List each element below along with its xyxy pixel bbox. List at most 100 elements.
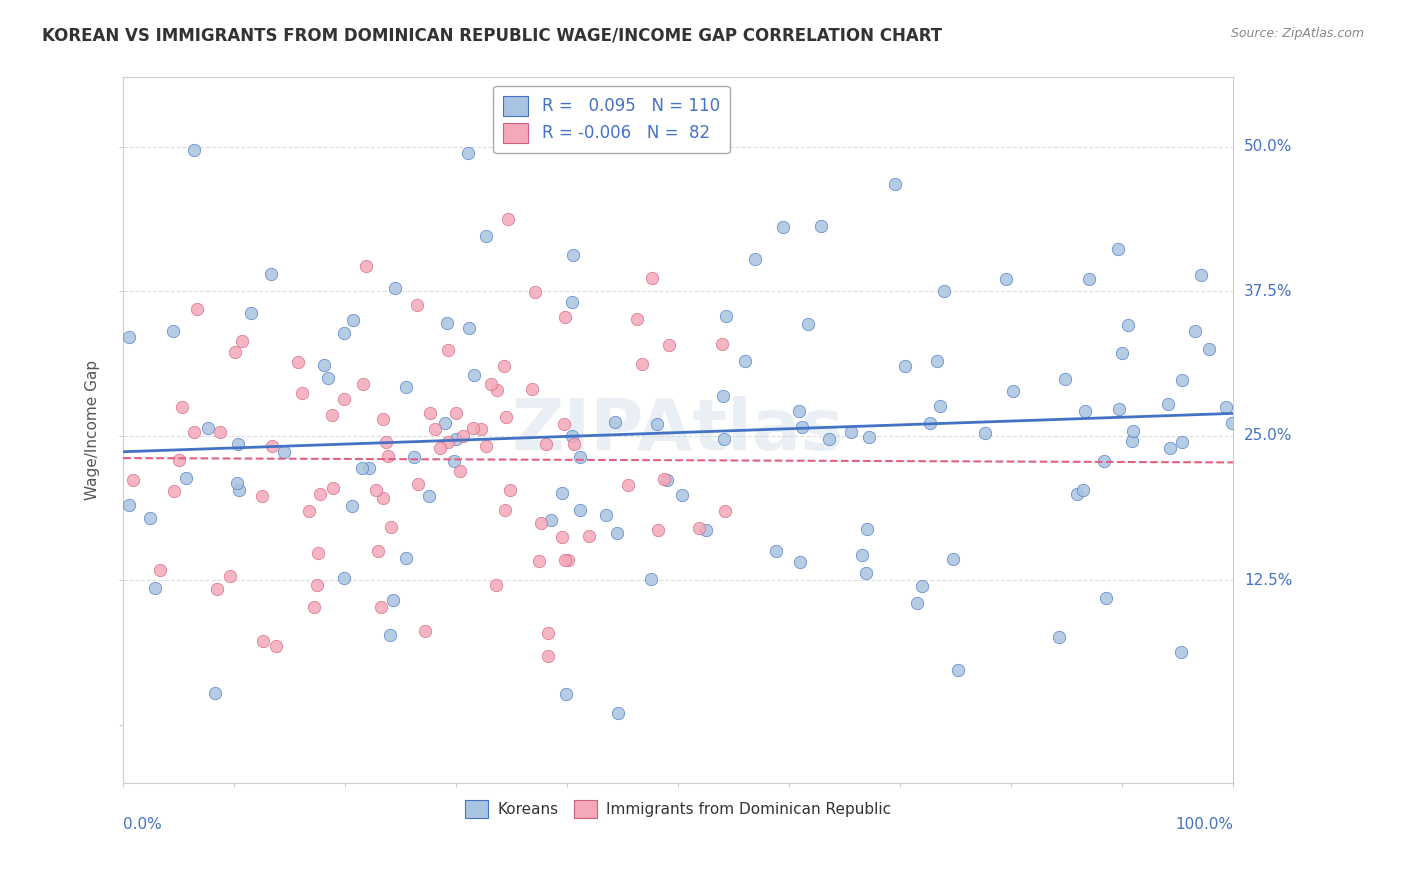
Point	[250, 489, 273, 503]
Point	[444, 406, 467, 420]
Text: 12.5%: 12.5%	[1244, 573, 1292, 588]
Point	[578, 528, 600, 542]
Text: KOREAN VS IMMIGRANTS FROM DOMINICAN REPUBLIC WAGE/INCOME GAP CORRELATION CHART: KOREAN VS IMMIGRANTS FROM DOMINICAN REPU…	[42, 27, 942, 45]
Point	[1116, 318, 1139, 333]
Point	[787, 404, 810, 418]
Point	[118, 498, 141, 512]
Point	[1002, 384, 1025, 399]
Point	[641, 271, 664, 285]
Point	[652, 472, 675, 486]
Point	[569, 450, 592, 465]
Point	[695, 523, 717, 537]
Point	[486, 383, 509, 397]
Point	[226, 475, 249, 490]
Point	[1159, 441, 1181, 455]
Point	[1095, 591, 1118, 606]
Point	[302, 600, 325, 615]
Point	[406, 477, 429, 491]
Point	[1189, 268, 1212, 282]
Point	[744, 252, 766, 266]
Point	[449, 464, 471, 478]
Point	[560, 294, 582, 309]
Y-axis label: Wage/Income Gap: Wage/Income Gap	[86, 360, 100, 500]
Point	[443, 454, 465, 468]
Point	[395, 380, 418, 394]
Point	[357, 461, 380, 475]
Point	[458, 320, 481, 334]
Point	[429, 441, 451, 455]
Point	[149, 563, 172, 577]
Point	[475, 229, 498, 244]
Point	[163, 483, 186, 498]
Point	[1122, 424, 1144, 438]
Point	[231, 334, 253, 348]
Point	[1047, 631, 1070, 645]
Text: Source: ZipAtlas.com: Source: ZipAtlas.com	[1230, 27, 1364, 40]
Point	[342, 312, 364, 326]
Point	[333, 326, 356, 340]
Point	[340, 499, 363, 513]
Point	[790, 419, 813, 434]
Text: 50.0%: 50.0%	[1244, 139, 1292, 154]
Point	[226, 437, 249, 451]
Point	[495, 409, 517, 424]
Point	[405, 298, 427, 312]
Text: 100.0%: 100.0%	[1175, 817, 1233, 832]
Point	[1198, 342, 1220, 356]
Point	[377, 449, 399, 463]
Point	[162, 324, 184, 338]
Text: 37.5%: 37.5%	[1244, 284, 1292, 299]
Point	[713, 433, 735, 447]
Point	[219, 568, 242, 582]
Point	[252, 634, 274, 648]
Point	[647, 417, 669, 431]
Point	[380, 519, 402, 533]
Text: ZIPAtlas: ZIPAtlas	[512, 395, 845, 465]
Point	[858, 430, 880, 444]
Point	[1184, 324, 1206, 338]
Point	[309, 486, 332, 500]
Point	[183, 143, 205, 157]
Point	[711, 389, 734, 403]
Point	[554, 552, 576, 566]
Point	[640, 572, 662, 586]
Point	[224, 345, 246, 359]
Point	[183, 425, 205, 440]
Point	[927, 354, 949, 368]
Point	[370, 600, 392, 615]
Point	[307, 546, 329, 560]
Point	[436, 316, 458, 330]
Point	[298, 504, 321, 518]
Point	[413, 624, 436, 639]
Point	[942, 551, 965, 566]
Point	[554, 310, 576, 324]
Point	[436, 435, 458, 450]
Point	[122, 473, 145, 487]
Point	[418, 406, 440, 420]
Point	[494, 503, 516, 517]
Point	[797, 317, 820, 331]
Point	[1215, 400, 1237, 414]
Point	[1077, 272, 1099, 286]
Point	[995, 272, 1018, 286]
Point	[204, 685, 226, 699]
Point	[765, 544, 787, 558]
Point	[606, 526, 628, 541]
Point	[671, 487, 693, 501]
Point	[485, 578, 508, 592]
Point	[655, 473, 678, 487]
Point	[170, 400, 193, 414]
Point	[423, 422, 446, 436]
Point	[551, 530, 574, 544]
Text: 0.0%: 0.0%	[124, 817, 162, 832]
Point	[457, 146, 479, 161]
Point	[332, 571, 354, 585]
Point	[534, 437, 557, 451]
Point	[714, 310, 737, 324]
Point	[647, 523, 669, 537]
Point	[470, 422, 492, 436]
Point	[1054, 372, 1077, 386]
Point	[312, 358, 335, 372]
Point	[1171, 373, 1194, 387]
Point	[918, 416, 941, 430]
